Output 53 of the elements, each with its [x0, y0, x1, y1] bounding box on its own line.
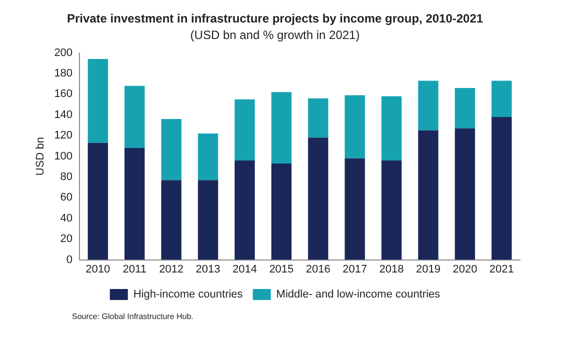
x-tick-label: 2017 [342, 263, 368, 276]
x-tick-label: 2020 [452, 263, 478, 276]
bar [381, 96, 402, 160]
y-tick-label: 180 [54, 68, 73, 80]
bar [344, 95, 365, 158]
x-tick-label: 2012 [159, 263, 184, 276]
bar [234, 99, 255, 160]
bar [418, 80, 438, 130]
bar [271, 92, 292, 164]
y-tick-label: 60 [60, 192, 73, 204]
bar [492, 80, 512, 117]
bar [161, 119, 182, 180]
y-tick-label: 0 [66, 254, 73, 266]
x-tick-label: 2011 [122, 263, 146, 276]
bar [124, 86, 145, 148]
x-tick-label: 2018 [379, 263, 404, 276]
y-axis-title: USD bn [34, 137, 47, 176]
bar [198, 134, 218, 180]
bar [344, 158, 365, 260]
y-tick-label: 20 [60, 233, 73, 246]
x-tick-label: 2014 [232, 263, 257, 276]
x-tick-label: 2010 [86, 263, 110, 276]
bar [271, 164, 292, 260]
x-tick-label: 2021 [489, 263, 514, 276]
bar [492, 116, 512, 260]
bar [161, 180, 182, 260]
bar [88, 59, 108, 143]
chart-subtitle: (USD bn and % growth in 2021) [190, 28, 360, 42]
bar [198, 180, 218, 260]
x-tick-label: 2015 [269, 263, 294, 276]
chart-title: Private investment in infrastructure projects by income group, 2010-2021 [66, 12, 484, 26]
bar [88, 142, 108, 260]
bar [308, 98, 328, 138]
bar [454, 128, 476, 260]
bar [381, 160, 402, 260]
y-tick-label: 200 [54, 46, 73, 59]
y-tick-label: 40 [60, 212, 73, 224]
bar [234, 160, 255, 260]
bar [454, 88, 476, 128]
bar [308, 138, 328, 260]
y-tick-label: 100 [54, 150, 73, 162]
legend-label: Middle- and low-income countries [276, 288, 441, 301]
bar [418, 130, 438, 260]
x-tick-label: 2016 [306, 263, 330, 276]
y-tick-label: 120 [54, 130, 73, 142]
y-tick-label: 160 [54, 88, 73, 100]
x-tick-label: 2013 [196, 263, 220, 276]
bar [124, 148, 145, 260]
source-note: Source: Global Infrastructure Hub. [72, 312, 194, 321]
legend-label: High-income countries [133, 288, 244, 301]
x-tick-label: 2019 [416, 263, 440, 276]
y-tick-label: 80 [60, 171, 73, 184]
y-tick-label: 140 [54, 108, 73, 121]
